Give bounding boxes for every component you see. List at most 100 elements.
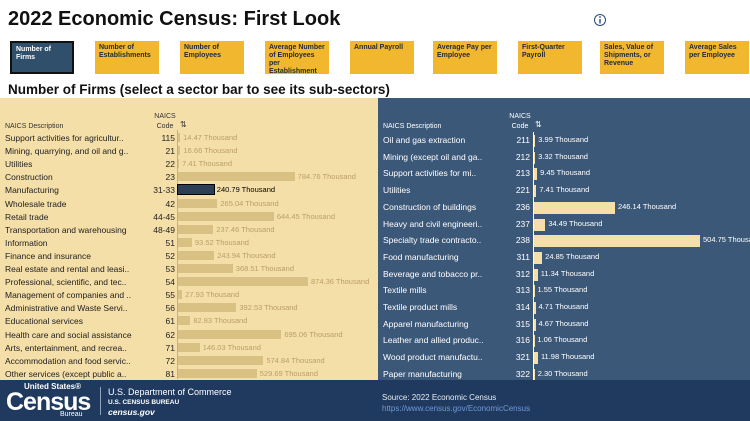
row-label: Paper manufacturing bbox=[383, 368, 462, 379]
value-label: 3.32 Thousand bbox=[538, 151, 588, 161]
bar[interactable] bbox=[178, 316, 191, 326]
tab[interactable]: Number of Employees bbox=[180, 41, 244, 74]
bar[interactable] bbox=[178, 329, 282, 339]
bar[interactable] bbox=[534, 335, 535, 348]
row-code: 42 bbox=[165, 198, 175, 209]
sort-icon[interactable]: ⇅ bbox=[180, 120, 187, 129]
row-code: 61 bbox=[165, 316, 175, 327]
bureau: U.S. CENSUS BUREAU bbox=[108, 399, 180, 406]
bar[interactable] bbox=[178, 211, 274, 221]
bar[interactable] bbox=[534, 302, 536, 314]
source-link[interactable]: https://www.census.gov/EconomicCensus bbox=[382, 404, 531, 413]
bar[interactable] bbox=[178, 277, 308, 287]
row-label: Oil and gas extraction bbox=[383, 135, 466, 145]
row-label: Wholesale trade bbox=[5, 198, 67, 209]
row-code: 54 bbox=[165, 277, 175, 288]
bar[interactable] bbox=[177, 184, 215, 196]
tab[interactable]: Average Pay per Employee bbox=[433, 41, 497, 74]
row-label: Health care and social assistance bbox=[5, 329, 132, 340]
tab[interactable]: Number of Establishments bbox=[95, 41, 159, 74]
value-label: 11.98 Thousand bbox=[540, 352, 595, 362]
bar[interactable] bbox=[534, 201, 615, 214]
bar[interactable] bbox=[534, 318, 536, 331]
value-label: 644.45 Thousand bbox=[276, 211, 336, 221]
bar[interactable] bbox=[178, 224, 214, 234]
bar[interactable] bbox=[178, 264, 233, 273]
bar[interactable] bbox=[534, 218, 546, 231]
row-label: Support activities for agricultur.. bbox=[5, 133, 124, 143]
row-label: Utilities bbox=[5, 159, 33, 170]
row-code: 315 bbox=[515, 318, 530, 329]
value-label: 9.45 Thousand bbox=[540, 168, 590, 178]
row-label: Accommodation and food servic.. bbox=[5, 355, 131, 366]
row-label: Transportation and warehousing bbox=[5, 224, 127, 235]
bar[interactable] bbox=[534, 352, 538, 365]
bar[interactable] bbox=[534, 185, 537, 198]
row-code: 31-33 bbox=[153, 185, 175, 196]
bar[interactable] bbox=[534, 368, 535, 381]
sort-icon[interactable]: ⇅ bbox=[535, 120, 542, 129]
row-code: 62 bbox=[165, 329, 175, 340]
bar[interactable] bbox=[178, 133, 181, 142]
row-label: Food manufacturing bbox=[383, 251, 459, 262]
bar[interactable] bbox=[178, 250, 215, 260]
row-code: 115 bbox=[161, 133, 175, 143]
value-label: 146.03 Thousand bbox=[202, 342, 261, 352]
row-label: Leather and allied produc.. bbox=[383, 335, 484, 346]
subsector-panel: NAICS Description NAICS Code ⇅ Oil and gas … bbox=[378, 98, 750, 383]
source: Source: 2022 Economic Census bbox=[382, 393, 497, 402]
bar[interactable] bbox=[534, 168, 538, 181]
row-code: 55 bbox=[165, 290, 175, 301]
bar[interactable] bbox=[534, 151, 536, 164]
row-code: 313 bbox=[515, 285, 530, 296]
row-code: 238 bbox=[515, 235, 530, 246]
row-code: 44-45 bbox=[153, 211, 175, 222]
row-code: 314 bbox=[515, 302, 530, 312]
row-label: Heavy and civil engineeri.. bbox=[383, 218, 483, 229]
value-label: 240.79 Thousand bbox=[216, 185, 276, 195]
row-code: 211 bbox=[516, 135, 530, 145]
tab[interactable]: Average Number of Employees per Establis… bbox=[265, 41, 329, 75]
bar[interactable] bbox=[534, 285, 535, 298]
bar[interactable] bbox=[178, 368, 257, 378]
value-label: 34.49 Thousand bbox=[548, 218, 603, 228]
tab[interactable]: Sales, Value of Shipments, or Revenue bbox=[600, 41, 664, 74]
bar[interactable] bbox=[534, 135, 536, 147]
value-label: 368.51 Thousand bbox=[235, 264, 295, 273]
row-label: Specialty trade contracto.. bbox=[383, 235, 482, 246]
bar[interactable] bbox=[534, 268, 538, 281]
row-code: 321 bbox=[515, 352, 530, 363]
bar[interactable] bbox=[178, 342, 200, 352]
bar[interactable] bbox=[178, 290, 183, 300]
value-label: 82.83 Thousand bbox=[193, 316, 248, 326]
title: 2022 Economic Census: First Look bbox=[8, 8, 341, 30]
bar[interactable] bbox=[534, 251, 543, 264]
logo-main: Census bbox=[6, 388, 91, 416]
row-label: Textile product mills bbox=[383, 302, 458, 312]
bar[interactable] bbox=[534, 235, 700, 248]
row-label: Construction bbox=[5, 172, 53, 183]
row-code: 316 bbox=[515, 335, 530, 346]
row-label: Support activities for mi.. bbox=[383, 168, 477, 179]
info-icon[interactable] bbox=[593, 13, 607, 27]
tab[interactable]: Number of Firms bbox=[10, 41, 74, 74]
bar[interactable] bbox=[178, 172, 295, 182]
bar[interactable] bbox=[178, 198, 218, 208]
bar[interactable] bbox=[178, 159, 180, 169]
bar[interactable] bbox=[178, 146, 181, 156]
row-code: 81 bbox=[165, 368, 175, 379]
tab[interactable]: First-Quarter Payroll bbox=[518, 41, 582, 74]
value-label: 246.14 Thousand bbox=[617, 201, 677, 211]
bar[interactable] bbox=[178, 237, 192, 247]
bar[interactable] bbox=[178, 355, 264, 365]
axis-line bbox=[533, 132, 534, 383]
bar[interactable] bbox=[178, 303, 237, 313]
logo-top: United States® bbox=[24, 382, 82, 391]
value-label: 243.94 Thousand bbox=[217, 250, 276, 260]
tab[interactable]: Annual Payroll bbox=[350, 41, 414, 74]
row-code: 51 bbox=[165, 237, 175, 248]
row-label: Information bbox=[5, 237, 48, 248]
tab[interactable]: Average Sales per Employee bbox=[685, 41, 749, 74]
divider bbox=[100, 387, 101, 415]
